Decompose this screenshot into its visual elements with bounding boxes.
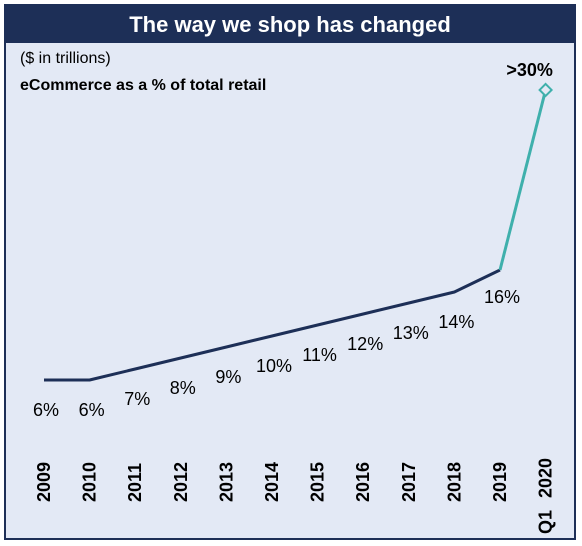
data-label: >30% (506, 60, 553, 80)
x-tick-label: 2014 (262, 462, 282, 502)
x-tick-label: 2012 (171, 462, 191, 502)
chart-frame: The way we shop has changed ($ in trilli… (4, 4, 576, 540)
series-line-highlight (498, 89, 548, 271)
x-tick-label: 2016 (353, 462, 373, 502)
data-label: 8% (170, 378, 196, 398)
data-label: 11% (302, 345, 337, 365)
data-label: 13% (393, 323, 429, 343)
chart-title: The way we shop has changed (129, 11, 451, 37)
data-label: 16% (484, 287, 520, 307)
x-tick-label: Q12020 (536, 458, 556, 534)
chart-subtitle: ($ in trillions) (20, 50, 111, 67)
x-tick-label: 2009 (34, 462, 54, 502)
data-label: 12% (347, 334, 383, 354)
x-tick-label: 2011 (125, 463, 145, 502)
x-tick-label: 2018 (444, 462, 464, 502)
x-tick-label: 2010 (80, 462, 100, 502)
data-label: 10% (256, 356, 292, 376)
y-axis-label: eCommerce as a % of total retail (20, 77, 267, 94)
title-bar: The way we shop has changed (6, 6, 574, 43)
x-tick-label: 2019 (490, 462, 510, 502)
data-point-marker (538, 82, 554, 98)
data-label: 14% (438, 312, 474, 332)
data-label: 7% (124, 389, 150, 409)
data-label: 6% (79, 400, 105, 420)
x-tick-label: 2015 (308, 462, 328, 502)
x-tick-label: 2013 (216, 462, 236, 502)
data-label: 6% (33, 400, 59, 420)
x-tick-label: 2017 (399, 462, 419, 502)
series-line (44, 268, 501, 382)
data-label: 9% (215, 367, 241, 387)
